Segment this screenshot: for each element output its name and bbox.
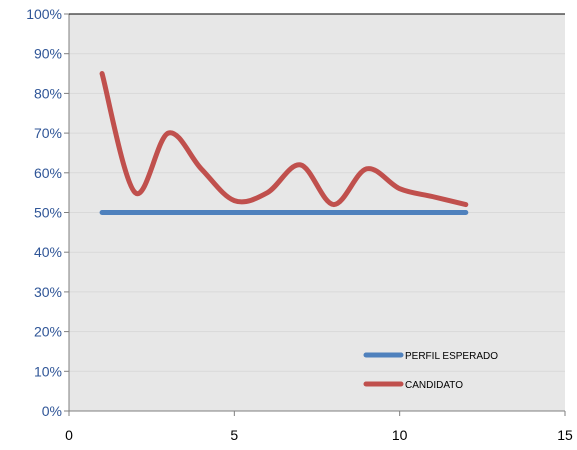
y-tick-label: 80% [34, 85, 62, 101]
y-tick-label: 90% [34, 46, 62, 62]
y-axis-ticks: 0% 10% 20% 30% 40% 50% 60% 70% 80% 90% 100% [26, 6, 69, 419]
y-tick-label: 0% [42, 403, 62, 419]
x-tick-label: 0 [65, 427, 73, 443]
y-tick-label: 40% [34, 244, 62, 260]
legend-label-candidato: CANDIDATO [405, 380, 463, 391]
y-tick-label: 60% [34, 165, 62, 181]
y-tick-label: 20% [34, 324, 62, 340]
gridlines [69, 53, 565, 372]
x-tick-label: 5 [230, 427, 238, 443]
x-tick-label: 15 [557, 427, 573, 443]
y-tick-label: 10% [34, 363, 62, 379]
y-tick-label: 100% [26, 6, 62, 22]
legend: PERFIL ESPERADO CANDIDATO [363, 351, 498, 391]
y-tick-label: 30% [34, 284, 62, 300]
series-lines [99, 71, 469, 215]
y-tick-label: 50% [34, 205, 62, 221]
y-tick-label: 70% [34, 125, 62, 141]
x-axis-ticks: 0 5 10 15 [65, 411, 573, 443]
x-tick-label: 10 [392, 427, 408, 443]
legend-label-perfil-esperado: PERFIL ESPERADO [405, 351, 498, 362]
series-line-candidato [99, 71, 469, 208]
